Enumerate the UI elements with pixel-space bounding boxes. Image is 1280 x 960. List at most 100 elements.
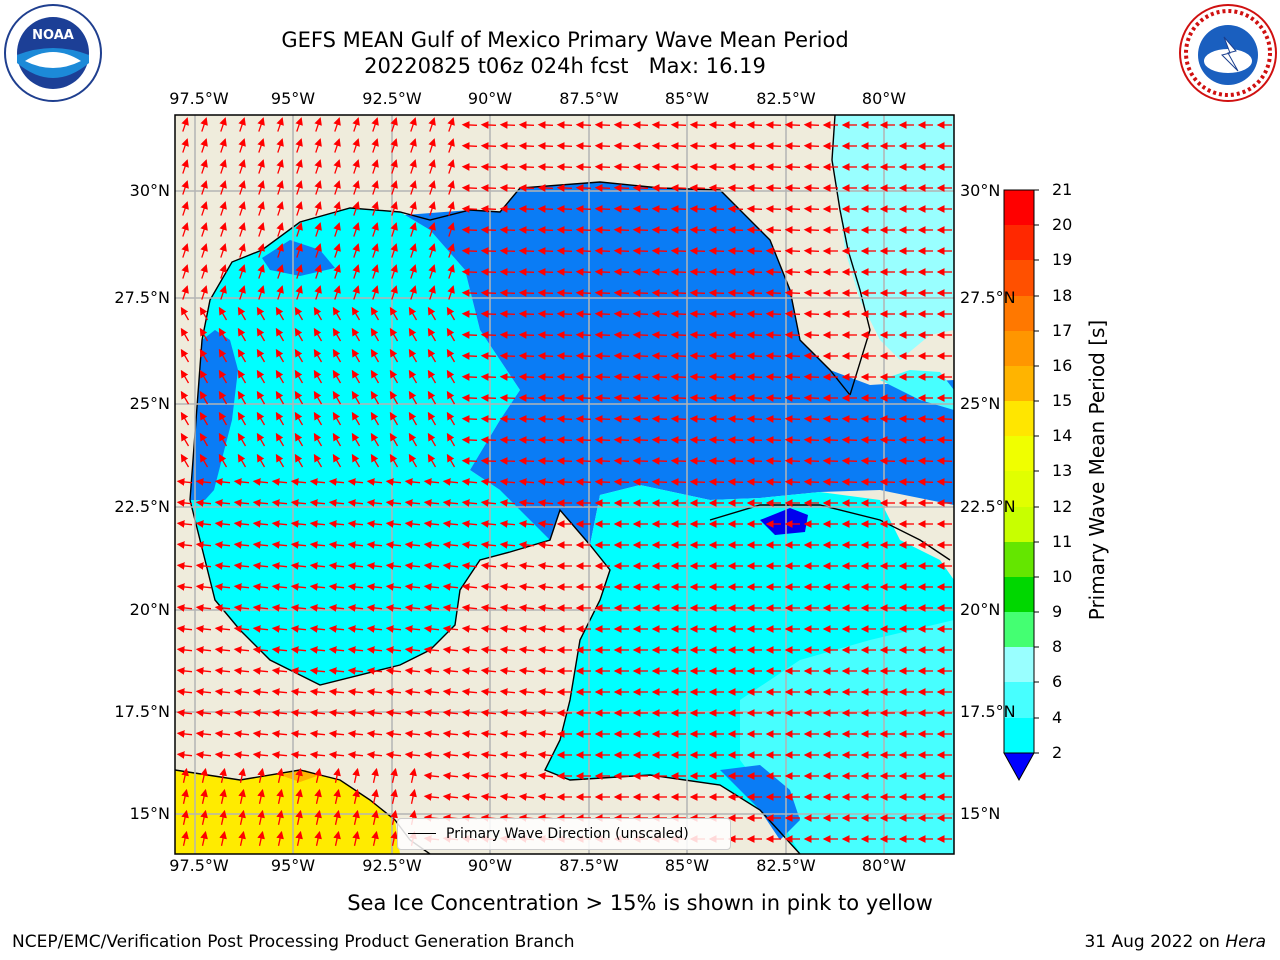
wave-arrow — [328, 478, 345, 486]
wave-arrow — [936, 457, 953, 465]
lon-tick-top: 90°W — [467, 89, 513, 108]
wave-arrow — [727, 415, 744, 423]
lon-tick-top: 97.5°W — [169, 89, 229, 108]
wave-arrow — [257, 180, 265, 195]
wave-arrow — [537, 709, 554, 717]
wave-arrow — [746, 205, 763, 213]
colorbar-tick: 19 — [1052, 250, 1073, 269]
wave-arrow — [499, 625, 516, 633]
wave-arrow — [390, 830, 398, 846]
wave-arrow — [708, 268, 725, 276]
wave-arrow — [294, 327, 304, 342]
wave-arrow — [427, 432, 437, 447]
wave-arrow — [408, 306, 418, 321]
wave-arrow — [370, 369, 380, 384]
wave-arrow — [219, 809, 227, 825]
wave-arrow — [803, 478, 820, 486]
wave-arrow — [404, 478, 421, 486]
wave-arrow — [613, 352, 630, 360]
wave-arrow — [366, 646, 383, 654]
wave-arrow — [200, 243, 208, 258]
wave-arrow — [309, 520, 326, 528]
colorbar-tick: 13 — [1052, 461, 1073, 480]
wave-arrow — [370, 432, 380, 447]
legend-line-swatch — [408, 833, 436, 834]
wave-arrow — [556, 289, 573, 297]
wave-arrow — [409, 264, 417, 279]
wave-arrow — [370, 327, 380, 342]
wave-arrow — [537, 373, 554, 381]
colorbar-tick: 9 — [1052, 602, 1063, 621]
wave-arrow — [404, 625, 421, 633]
wave-arrow — [347, 667, 364, 675]
wave-arrow — [765, 121, 782, 129]
wave-arrow — [214, 709, 231, 717]
wave-arrow — [352, 159, 360, 174]
lat-tick-left: 15°N — [129, 804, 170, 823]
wave-arrow — [917, 415, 934, 423]
wave-arrow — [295, 138, 303, 153]
wave-arrow — [238, 138, 246, 153]
wave-arrow — [537, 184, 554, 192]
wave-arrow — [446, 432, 456, 447]
lat-tick-right: 25°N — [960, 394, 1001, 413]
wave-arrow — [409, 159, 417, 174]
wave-arrow — [651, 289, 668, 297]
wave-arrow — [252, 730, 269, 738]
wave-arrow — [237, 432, 247, 447]
wave-arrow — [632, 121, 649, 129]
wave-arrow — [314, 285, 322, 300]
wave-arrow — [480, 751, 497, 759]
wave-arrow — [370, 411, 380, 426]
wave-arrow — [860, 436, 877, 444]
wave-arrow — [651, 121, 668, 129]
wave-arrow — [352, 243, 360, 258]
wave-arrow — [294, 411, 304, 426]
wave-arrow — [632, 184, 649, 192]
wave-arrow — [423, 583, 440, 591]
caption: Sea Ice Concentration > 15% is shown in … — [347, 891, 933, 915]
wave-arrow — [461, 331, 478, 339]
wave-arrow — [233, 520, 250, 528]
wave-arrow — [879, 478, 896, 486]
wave-arrow — [480, 478, 497, 486]
wave-arrow — [389, 327, 399, 342]
wave-arrow — [499, 415, 516, 423]
wave-arrow — [499, 499, 516, 507]
wave-arrow — [499, 121, 516, 129]
wave-arrow — [252, 751, 269, 759]
wave-arrow — [200, 830, 208, 846]
wave-arrow — [689, 121, 706, 129]
wave-arrow — [370, 348, 380, 363]
wave-arrow — [181, 830, 189, 846]
wave-arrow — [233, 562, 250, 570]
wave-arrow — [651, 436, 668, 444]
wave-arrow — [275, 306, 285, 321]
wave-arrow — [461, 289, 478, 297]
wave-arrow — [499, 457, 516, 465]
wave-arrow — [423, 541, 440, 549]
wave-arrow — [237, 306, 247, 321]
wave-arrow — [385, 625, 402, 633]
wave-arrow — [447, 180, 455, 195]
wave-arrow — [651, 184, 668, 192]
wave-arrow — [784, 247, 801, 255]
wave-arrow — [290, 520, 307, 528]
wave-arrow — [461, 163, 478, 171]
wave-arrow — [428, 243, 436, 258]
wave-arrow — [727, 163, 744, 171]
wave-arrow — [461, 268, 478, 276]
wave-arrow — [428, 159, 436, 174]
wave-arrow — [537, 604, 554, 612]
wave-arrow — [689, 268, 706, 276]
wave-arrow — [461, 457, 478, 465]
wave-arrow — [803, 289, 820, 297]
wave-arrow — [765, 163, 782, 171]
wave-arrow — [803, 205, 820, 213]
wave-arrow — [195, 520, 212, 528]
wave-arrow — [200, 117, 208, 132]
wave-arrow — [765, 436, 782, 444]
wave-arrow — [238, 285, 246, 300]
wave-arrow — [366, 730, 383, 738]
wave-arrow — [252, 604, 269, 612]
